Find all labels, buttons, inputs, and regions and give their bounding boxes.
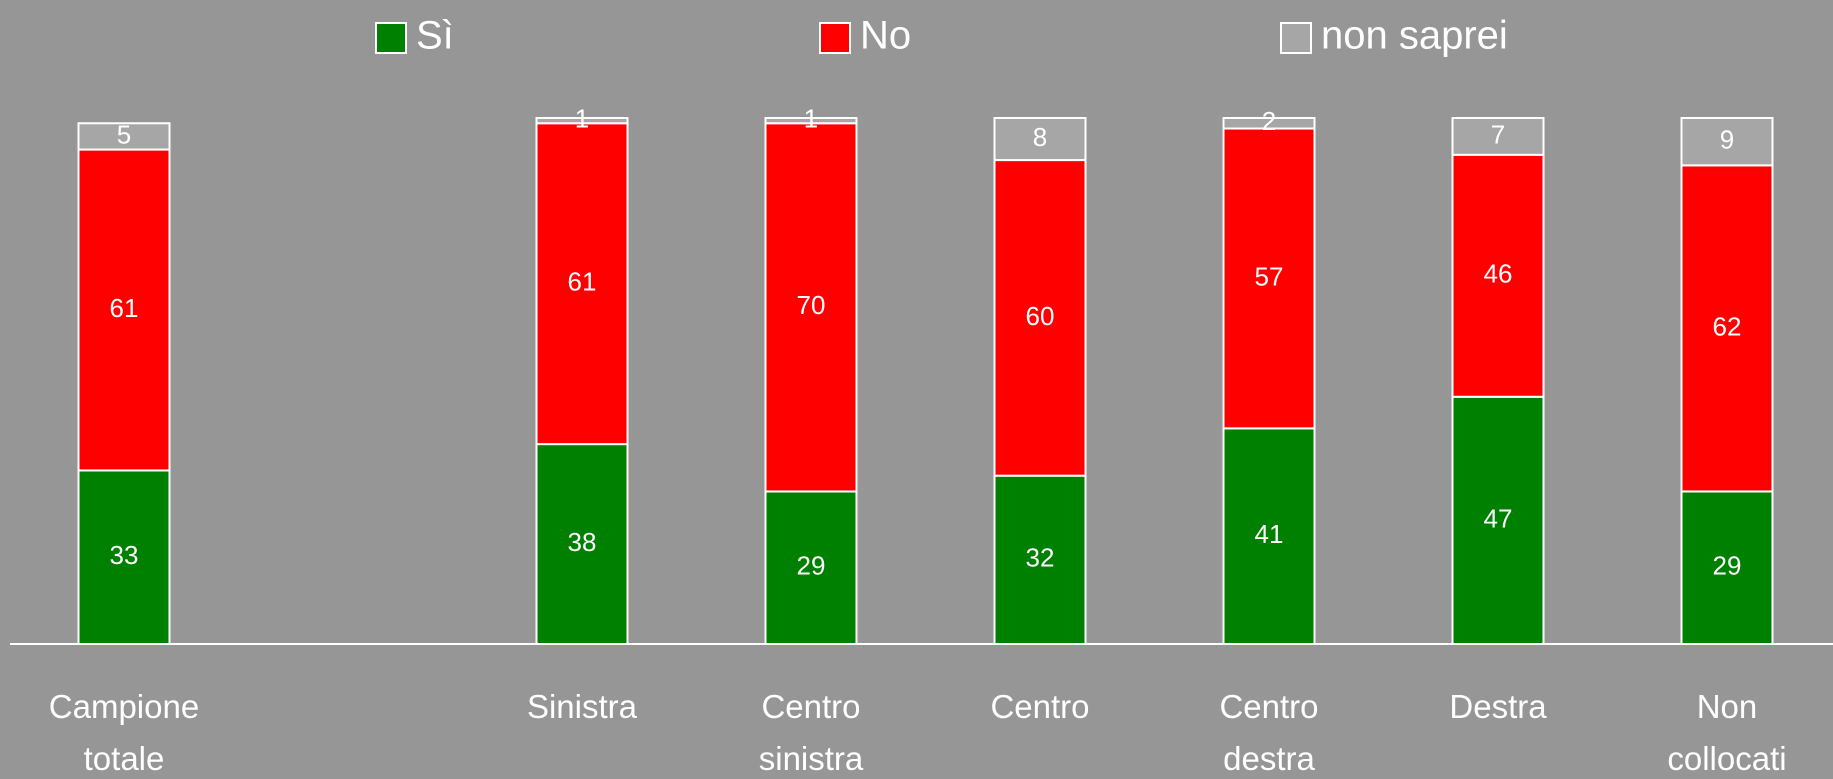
data-label: 41 bbox=[1255, 519, 1284, 549]
data-label: 32 bbox=[1026, 543, 1055, 573]
data-label: 61 bbox=[110, 293, 139, 323]
bar-segment bbox=[993, 117, 1087, 162]
bar-segment bbox=[1222, 117, 1316, 130]
data-label: 2 bbox=[1262, 106, 1276, 136]
x-tick-label: Campione totale bbox=[49, 688, 199, 777]
bar-segment bbox=[1451, 395, 1545, 645]
bar-segment bbox=[1222, 127, 1316, 430]
data-label: 1 bbox=[575, 104, 589, 134]
data-label: 47 bbox=[1484, 503, 1513, 533]
x-tick-label: Destra bbox=[1449, 688, 1547, 725]
data-label: 1 bbox=[804, 104, 818, 134]
bar-segment bbox=[77, 148, 171, 472]
bar-segment bbox=[764, 117, 858, 125]
data-label: 46 bbox=[1484, 259, 1513, 289]
legend-swatch bbox=[819, 22, 851, 54]
x-tick-label: Centro sinistra bbox=[759, 688, 864, 777]
legend-label: No bbox=[860, 14, 911, 58]
data-label: 29 bbox=[1713, 551, 1742, 581]
bar-segment bbox=[993, 474, 1087, 645]
data-label: 8 bbox=[1033, 122, 1047, 152]
data-label: 5 bbox=[117, 119, 131, 149]
legend-swatch bbox=[375, 22, 407, 54]
data-label: 38 bbox=[568, 527, 597, 557]
bar-segment bbox=[1451, 153, 1545, 398]
bar-segment bbox=[1222, 427, 1316, 645]
bar-segment bbox=[1451, 117, 1545, 156]
data-label: 7 bbox=[1491, 119, 1505, 149]
data-label: 33 bbox=[110, 540, 139, 570]
x-tick-label: Centro bbox=[990, 688, 1089, 725]
data-label: 9 bbox=[1720, 125, 1734, 155]
bar-segment bbox=[764, 490, 858, 645]
data-label: 29 bbox=[797, 551, 826, 581]
bar-segment bbox=[1680, 164, 1774, 493]
bar-segment bbox=[77, 469, 171, 646]
bar-segment bbox=[993, 159, 1087, 477]
bar-segment bbox=[1680, 117, 1774, 167]
data-label: 70 bbox=[797, 290, 826, 320]
data-label: 62 bbox=[1713, 311, 1742, 341]
bar-segment bbox=[535, 117, 629, 125]
bar-segment bbox=[535, 122, 629, 446]
legend-swatch bbox=[1280, 22, 1312, 54]
legend-label: Sì bbox=[416, 14, 454, 58]
bar-segment bbox=[535, 443, 629, 645]
bar-segment bbox=[764, 122, 858, 493]
bar-segment bbox=[1680, 490, 1774, 645]
legend-label: non saprei bbox=[1321, 14, 1508, 58]
x-tick-label: Sinistra bbox=[527, 688, 638, 725]
x-tick-label: Non collocati bbox=[1667, 688, 1786, 777]
data-label: 57 bbox=[1255, 261, 1284, 291]
data-label: 60 bbox=[1026, 301, 1055, 331]
data-label: 61 bbox=[568, 267, 597, 297]
bar-segment bbox=[77, 122, 171, 151]
x-tick-label: Centro destra bbox=[1219, 688, 1318, 777]
